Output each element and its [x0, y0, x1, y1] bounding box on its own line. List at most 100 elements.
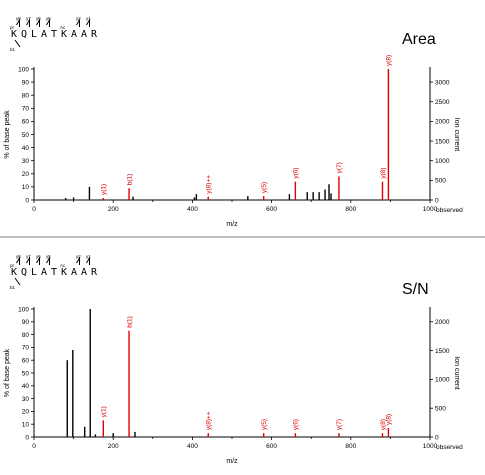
x-tick-label: 400: [187, 206, 198, 213]
y-tick-label: 70: [22, 106, 30, 113]
peak-label: y(8): [380, 167, 387, 178]
y-tick-label: 60: [22, 358, 30, 365]
fragment-label: y5: [46, 254, 51, 259]
y2-tick-label: 1500: [435, 348, 450, 355]
residue-modification: pr: [10, 25, 15, 30]
fragment-bracket: [36, 256, 40, 265]
y2-axis-label: Ion current: [453, 356, 460, 390]
peak-label: y(5): [261, 419, 268, 430]
fragment-label: y7: [26, 254, 31, 259]
peak-label: y(8): [386, 414, 393, 425]
fragment-bracket: [26, 18, 30, 27]
peak-label: y(8)++: [206, 411, 213, 430]
x-axis-note: observed: [436, 444, 463, 451]
fragment-bracket: [36, 18, 40, 27]
fragment-bracket: [86, 18, 90, 27]
x-tick-label: 400: [187, 443, 198, 450]
x-tick-label: 200: [108, 443, 119, 450]
fragment-bracket: [14, 277, 21, 286]
y-tick-label: 100: [18, 306, 29, 313]
y-tick-label: 100: [18, 66, 29, 73]
peak-label: y(8): [386, 55, 393, 66]
peak-label: y(6): [293, 419, 300, 430]
peak-label: y(8)++: [206, 175, 213, 194]
y-tick-label: 20: [22, 409, 30, 416]
residue-9: R: [91, 29, 98, 40]
y-tick-label: 60: [22, 119, 30, 126]
x-axis-label: m/z: [226, 221, 238, 228]
fragment-bracket: [14, 39, 21, 48]
y2-tick-label: 500: [435, 405, 446, 412]
x-axis-label: m/z: [226, 458, 238, 465]
fragment-label: y8: [16, 254, 21, 259]
residue-6: K: [61, 267, 67, 278]
fragment-bracket: [76, 18, 80, 27]
x-tick-label: 800: [345, 443, 356, 450]
residue-5: T: [51, 267, 57, 278]
fragment-label: y2: [76, 254, 81, 259]
y-tick-label: 40: [22, 383, 30, 390]
y2-tick-label: 2500: [435, 99, 450, 106]
residue-2: Q: [21, 267, 27, 278]
peak-label: y(5): [261, 182, 268, 193]
y2-tick-label: 2000: [435, 119, 450, 126]
y2-tick-label: 1000: [435, 377, 450, 384]
y-tick-label: 50: [22, 132, 30, 139]
peak-label: y(1): [101, 406, 108, 417]
y-tick-label: 50: [22, 370, 30, 377]
y2-tick-label: 2000: [435, 319, 450, 326]
fragment-label: y1: [86, 16, 91, 21]
x-tick-label: 800: [345, 206, 356, 213]
peak-label: y(1): [101, 184, 108, 195]
fragment-bracket: [16, 256, 20, 265]
residue-1: K: [11, 267, 17, 278]
peak-label: b(1): [126, 174, 133, 186]
y-tick-label: 90: [22, 79, 30, 86]
peak-label: y(6): [293, 167, 300, 178]
residue-2: Q: [21, 29, 27, 40]
y-tick-label: 20: [22, 171, 30, 178]
fragment-label: y1: [86, 254, 91, 259]
fragment-label: y8: [16, 16, 21, 21]
residue-8: A: [81, 29, 87, 40]
chart-title: S/N: [402, 281, 429, 298]
y-tick-label: 30: [22, 396, 30, 403]
fragment-label: y5: [46, 16, 51, 21]
x-tick-label: 0: [32, 443, 36, 450]
y-axis-label: % of base peak: [4, 110, 11, 159]
x-tick-label: 1000: [423, 206, 438, 213]
y2-tick-label: 500: [435, 178, 446, 185]
fragment-bracket: [16, 18, 20, 27]
fragment-bracket: [46, 256, 50, 265]
peak-label: b(1): [126, 316, 133, 328]
y-tick-label: 10: [22, 422, 30, 429]
fragment-bracket: [26, 256, 30, 265]
residue-4: A: [41, 267, 47, 278]
y2-tick-label: 3000: [435, 79, 450, 86]
residue-4: A: [41, 29, 47, 40]
y-tick-label: 80: [22, 93, 30, 100]
fragment-label: y6: [36, 16, 41, 21]
y-tick-label: 40: [22, 145, 30, 152]
peak-label: y(7): [336, 162, 343, 173]
x-tick-label: 600: [266, 443, 277, 450]
residue-5: T: [51, 29, 57, 40]
fragment-label: y7: [26, 16, 31, 21]
residue-9: R: [91, 267, 98, 278]
chart-title: Area: [402, 31, 436, 48]
y-tick-label: 90: [22, 319, 30, 326]
fragment-label: b1: [10, 285, 16, 290]
y2-tick-label: 0: [435, 197, 439, 204]
y-tick-label: 10: [22, 184, 30, 191]
y-tick-label: 0: [25, 197, 29, 204]
y-tick-label: 0: [25, 434, 29, 441]
residue-8: A: [81, 267, 87, 278]
x-tick-label: 600: [266, 206, 277, 213]
fragment-label: y2: [76, 16, 81, 21]
residue-7: A: [71, 29, 77, 40]
